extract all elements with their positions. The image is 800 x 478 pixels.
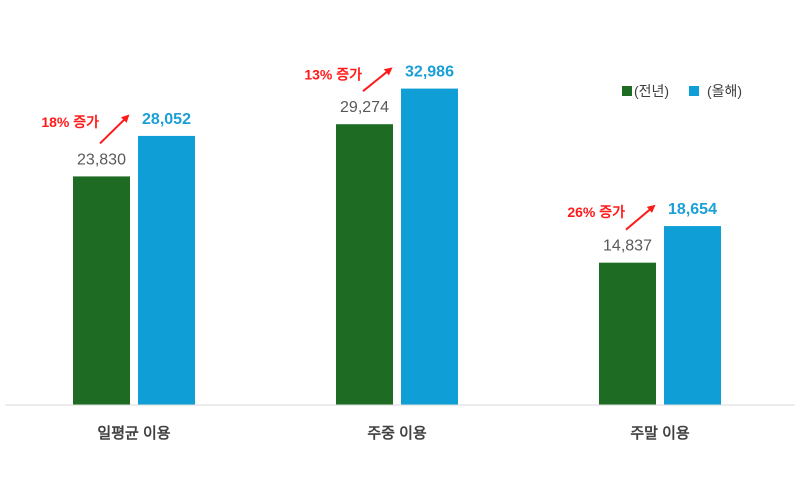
x-tick-label: 주말 이용 xyxy=(630,424,690,442)
bar-prev-2 xyxy=(599,262,656,405)
bar-curr-0 xyxy=(138,135,195,405)
x-tick-label: 주중 이용 xyxy=(367,425,427,442)
data-label: 32,986 xyxy=(405,64,454,81)
increase-annotation: 18% 증가 xyxy=(41,114,99,130)
bar-prev-1 xyxy=(336,124,393,405)
data-label: 18,654 xyxy=(668,201,717,218)
legend-swatch-prev xyxy=(622,86,632,96)
legend: (전년) (올해) xyxy=(622,83,742,99)
legend-swatch-curr xyxy=(689,86,699,96)
increase-annotation: 26% 증가 xyxy=(567,204,625,220)
bar-prev-0 xyxy=(73,176,130,405)
legend-label-curr: (올해) xyxy=(707,83,742,99)
data-label: 28,052 xyxy=(142,111,191,128)
x-tick-label: 일평균 이용 xyxy=(97,424,170,442)
bar-curr-2 xyxy=(664,226,721,405)
increase-annotation: 13% 증가 xyxy=(304,67,362,83)
increase-arrow-icon xyxy=(625,204,656,231)
legend-label-prev: (전년) xyxy=(634,83,669,99)
data-label: 14,837 xyxy=(603,238,652,255)
data-label: 29,274 xyxy=(340,99,389,116)
increase-arrow-icon xyxy=(362,67,393,92)
bar-curr-1 xyxy=(401,88,458,406)
increase-arrow-icon xyxy=(99,114,130,145)
data-label: 23,830 xyxy=(77,151,126,168)
